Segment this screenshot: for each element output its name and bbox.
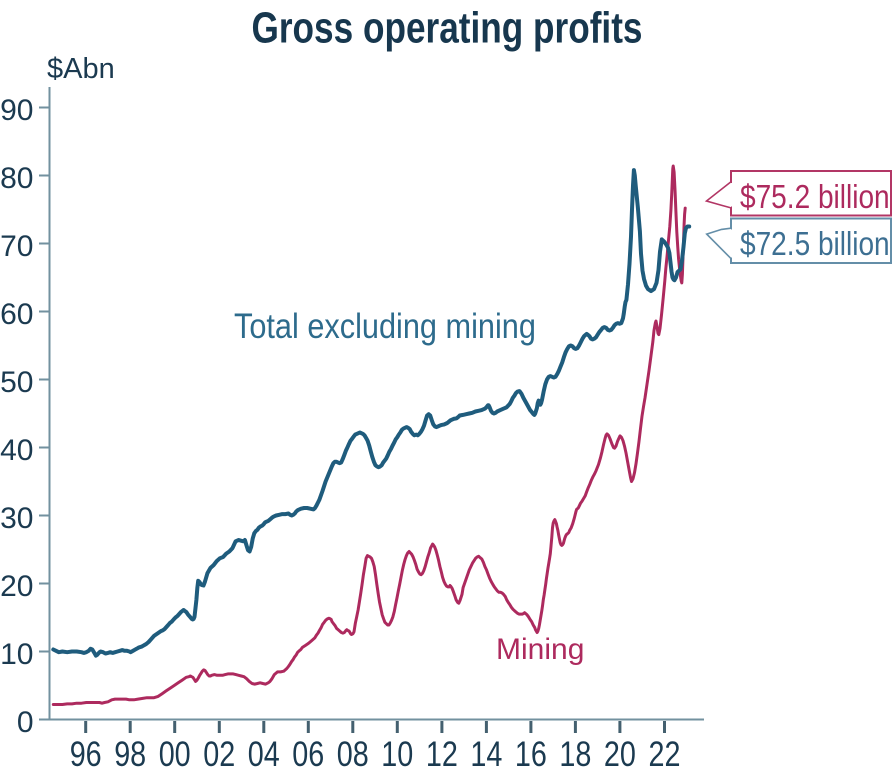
svg-text:02: 02 bbox=[203, 735, 235, 770]
svg-text:16: 16 bbox=[515, 735, 547, 770]
svg-text:$72.5 billion: $72.5 billion bbox=[740, 226, 890, 263]
svg-text:Total excluding mining: Total excluding mining bbox=[234, 306, 536, 345]
svg-text:20: 20 bbox=[0, 570, 33, 603]
svg-text:$75.2 billion: $75.2 billion bbox=[740, 179, 890, 216]
svg-text:22: 22 bbox=[649, 735, 681, 770]
svg-text:98: 98 bbox=[114, 735, 146, 770]
svg-text:96: 96 bbox=[70, 735, 102, 770]
svg-text:30: 30 bbox=[0, 502, 33, 535]
svg-text:04: 04 bbox=[248, 735, 280, 770]
svg-text:18: 18 bbox=[559, 735, 591, 770]
svg-text:90: 90 bbox=[0, 94, 33, 127]
svg-text:00: 00 bbox=[159, 735, 191, 770]
svg-text:$Abn: $Abn bbox=[47, 53, 115, 85]
svg-text:80: 80 bbox=[0, 162, 33, 195]
svg-text:60: 60 bbox=[0, 298, 33, 331]
svg-text:Gross operating profits: Gross operating profits bbox=[251, 4, 642, 53]
svg-text:0: 0 bbox=[17, 706, 34, 739]
svg-text:Mining: Mining bbox=[496, 633, 584, 666]
svg-text:08: 08 bbox=[337, 735, 369, 770]
svg-text:06: 06 bbox=[292, 735, 324, 770]
svg-text:20: 20 bbox=[604, 735, 636, 770]
svg-text:14: 14 bbox=[470, 735, 502, 770]
svg-text:10: 10 bbox=[0, 638, 33, 671]
svg-text:12: 12 bbox=[426, 735, 458, 770]
svg-text:10: 10 bbox=[381, 735, 413, 770]
svg-text:70: 70 bbox=[0, 230, 33, 263]
svg-text:40: 40 bbox=[0, 434, 33, 467]
svg-text:50: 50 bbox=[0, 366, 33, 399]
